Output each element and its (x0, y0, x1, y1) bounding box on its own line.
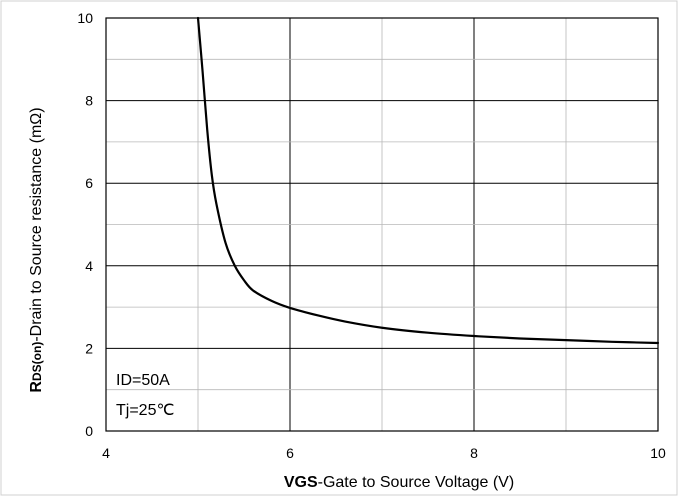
x-tick-label: 4 (102, 445, 110, 461)
grid-layer (106, 18, 658, 431)
x-axis-title: VGS-Gate to Source Voltage (V) (284, 474, 514, 491)
annotation-label: ID=50A (116, 372, 170, 389)
y-tick-label: 0 (85, 423, 93, 439)
curve-layer (196, 16, 660, 345)
y-axis-title-bold: R (28, 381, 45, 393)
annotation-label: Tj=25℃ (116, 402, 174, 419)
annotation-layer: ID=50A Tj=25℃ (116, 372, 174, 419)
plot-frame (105, 17, 659, 432)
x-tick-label: 10 (650, 445, 666, 461)
y-axis-title-sub: DS(on) (30, 342, 44, 381)
y-axis-title: RDS(on)-Drain to Source resistance (mΩ) (28, 107, 45, 392)
tick-label-layer: 4 6 8 10 0 2 4 6 8 10 (77, 10, 666, 461)
y-tick-label: 2 (85, 340, 93, 356)
y-axis-title-rest: -Drain to Source resistance (mΩ) (28, 107, 45, 341)
rdson-curve (196, 16, 660, 345)
y-tick-label: 4 (85, 258, 93, 274)
x-tick-label: 6 (286, 445, 294, 461)
y-tick-label: 10 (77, 10, 93, 26)
y-tick-label: 8 (85, 93, 93, 109)
x-axis-title-rest: -Gate to Source Voltage (V) (318, 474, 515, 491)
y-tick-label: 6 (85, 175, 93, 191)
x-axis-title-bold: VGS (284, 474, 318, 491)
x-tick-label: 8 (470, 445, 478, 461)
